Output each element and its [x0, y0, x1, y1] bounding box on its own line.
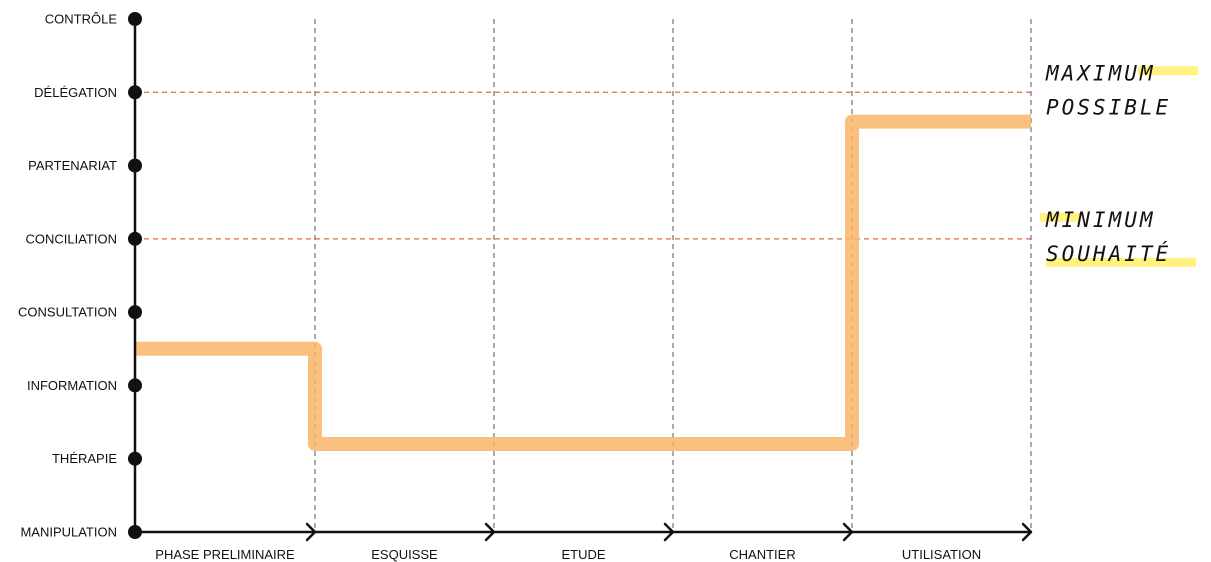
- reference-lines: [135, 91, 1031, 240]
- x-category-label: UTILISATION: [902, 547, 981, 562]
- x-axis-arrow-3: [842, 522, 854, 542]
- y-level-label: INFORMATION: [27, 378, 117, 393]
- highlight-mark: [1046, 257, 1196, 267]
- reference-annotation-text: POSSIBLE: [1046, 95, 1171, 119]
- y-level-label: CONCILIATION: [26, 231, 118, 246]
- y-level-dot-1: [128, 451, 142, 466]
- x-axis-arrow-2: [663, 522, 675, 542]
- x-axis-labels: PHASE PRELIMINAIRE ESQUISSE ETUDE CHANTIER U…: [155, 547, 981, 562]
- y-level-dot-4: [128, 231, 142, 246]
- series-layer: [135, 114, 1031, 452]
- x-category-label: ETUDE: [561, 547, 605, 562]
- y-level-label: DÉLÉGATION: [34, 85, 117, 100]
- x-axis-arrow-1: [484, 522, 496, 542]
- axes: [133, 19, 1033, 542]
- series-line-0: [135, 114, 1031, 452]
- x-axis-arrow-0: [305, 522, 317, 542]
- y-level-dot-5: [128, 158, 142, 173]
- reference-annotation-text: MINIMUM: [1045, 208, 1156, 232]
- highlight-mark: [1138, 66, 1198, 76]
- y-level-dot-0: [128, 525, 142, 539]
- y-axis-labels: MANIPULATION THÉRAPIE INFORMATION CONSULTAT…: [18, 12, 142, 540]
- y-level-label: CONTRÔLE: [45, 12, 118, 27]
- phase-dividers: [314, 19, 1032, 532]
- y-level-dot-3: [128, 305, 142, 320]
- x-axis-arrow-4: [1021, 522, 1033, 542]
- y-level-label: CONSULTATION: [18, 305, 117, 320]
- y-level-dot-2: [128, 378, 142, 393]
- y-level-dot-7: [128, 12, 142, 26]
- y-level-dot-6: [128, 85, 142, 100]
- x-category-label: PHASE PRELIMINAIRE: [155, 547, 295, 562]
- y-level-label: PARTENARIAT: [28, 158, 117, 173]
- x-category-label: ESQUISSE: [371, 547, 438, 562]
- y-level-label: MANIPULATION: [20, 525, 117, 540]
- y-level-label: THÉRAPIE: [52, 451, 117, 466]
- annotations: MAXIMUM POSSIBLE MINIMUM SOUHAITÉ: [1040, 61, 1198, 267]
- reference-annotation-text: SOUHAITÉ: [1046, 241, 1171, 266]
- highlight-mark: [1040, 212, 1080, 222]
- reference-annotation-text: MAXIMUM: [1045, 61, 1156, 85]
- x-category-label: CHANTIER: [729, 547, 795, 562]
